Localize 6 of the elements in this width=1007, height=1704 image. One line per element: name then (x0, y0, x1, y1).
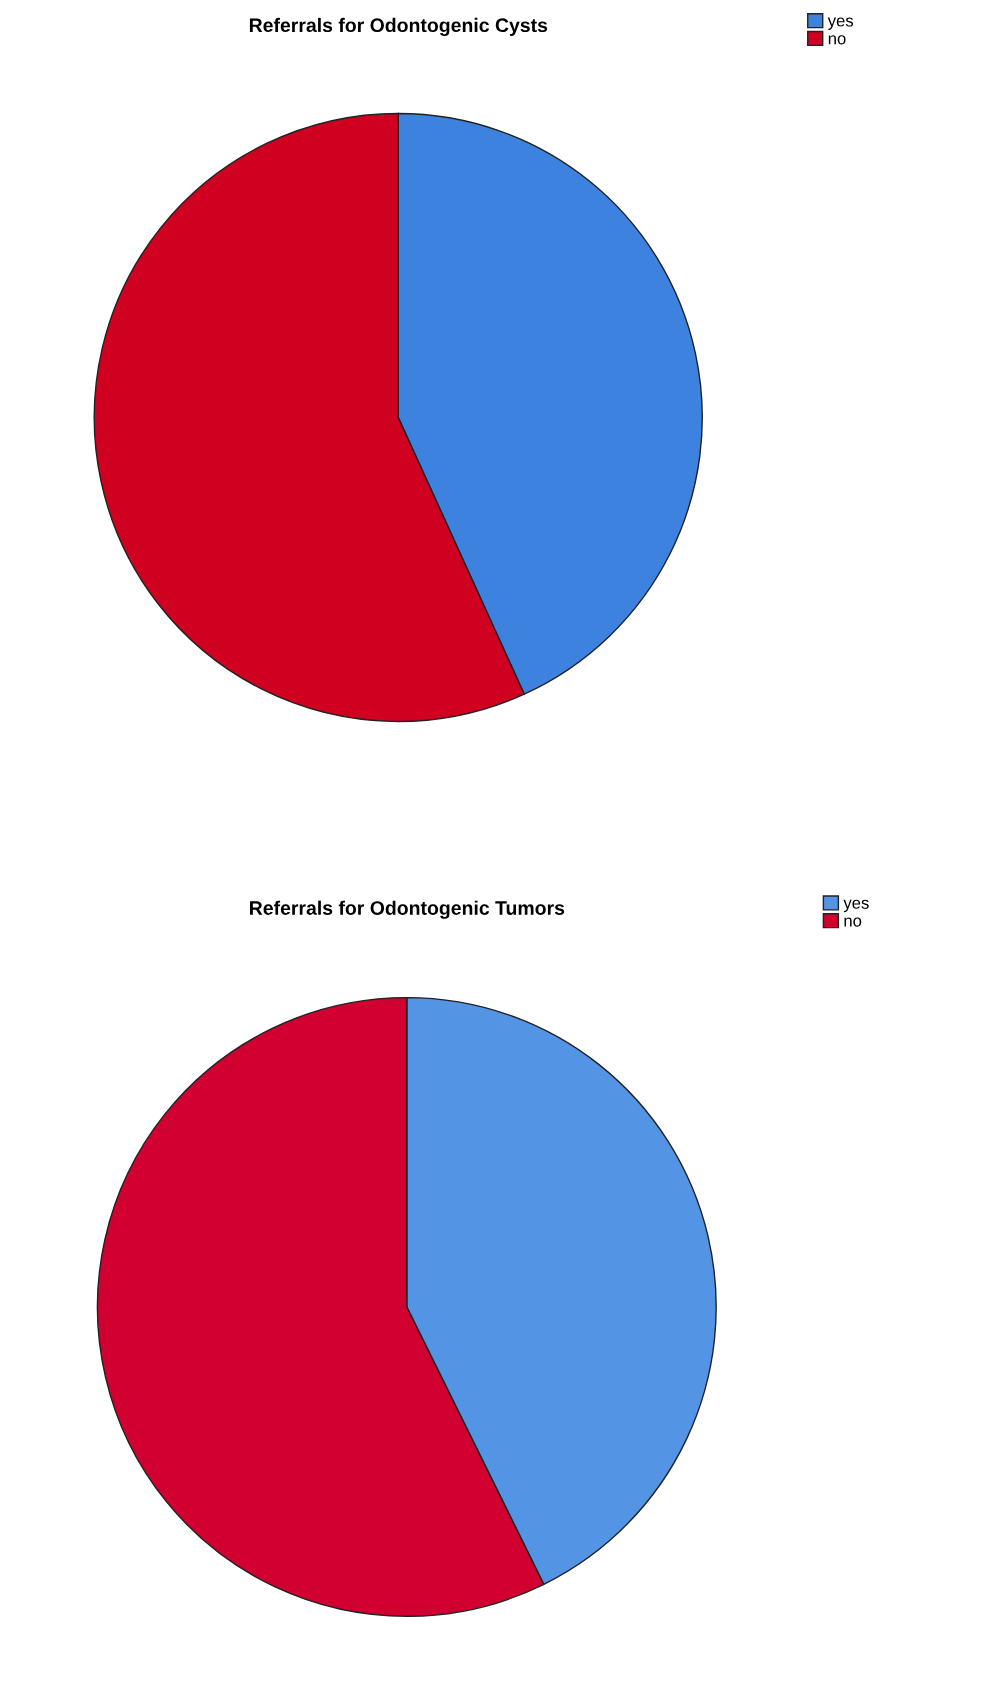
legend-label: yes (827, 17, 854, 30)
legend-label: no (828, 35, 846, 45)
legend-label: yes (843, 899, 869, 913)
legend-label: no (844, 917, 862, 927)
chart-title: Referrals for Odontogenic Tumors (250, 900, 565, 919)
chart-title: Referrals for Odontogenic Cysts (249, 17, 548, 37)
